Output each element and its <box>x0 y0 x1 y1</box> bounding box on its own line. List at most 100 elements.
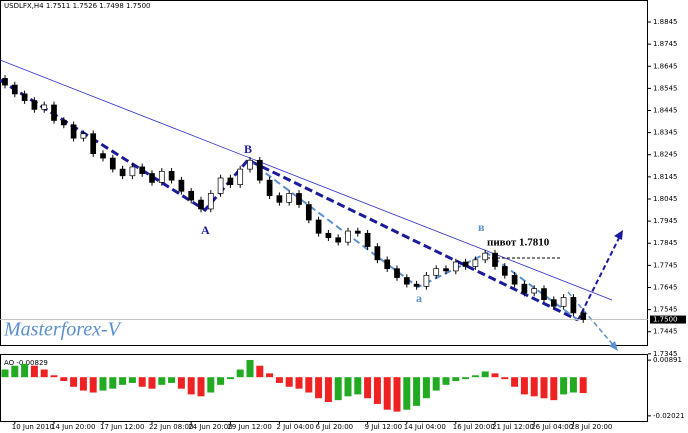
ao-bar <box>256 365 264 378</box>
ao-bar <box>305 377 313 393</box>
ao-bar <box>60 377 68 382</box>
candle-body <box>394 268 400 278</box>
x-tick-label: 9 Jul 12:00 <box>365 423 403 431</box>
ao-bar <box>364 377 372 399</box>
y-tick-label: 1.7645 <box>653 283 678 291</box>
ao-bar <box>383 377 391 410</box>
ao-bar <box>422 377 430 399</box>
ao-bar <box>236 369 244 378</box>
candle-body <box>423 274 430 287</box>
x-tick-label: 26 Jul 04:00 <box>531 423 573 431</box>
wave-label: B <box>244 142 252 156</box>
candle-body <box>60 120 67 126</box>
candle-body <box>129 166 136 177</box>
ao-bar <box>373 377 381 404</box>
x-tick-label: 14 Jul 04:00 <box>404 423 446 431</box>
ao-bar <box>30 365 38 378</box>
ao-bar <box>21 363 29 378</box>
x-tick-label: 17 Jun 12:00 <box>100 423 144 431</box>
candle-body <box>51 104 57 121</box>
y-tick-label: 1.7745 <box>653 261 678 269</box>
candle-body <box>256 159 263 181</box>
candle-body <box>541 288 547 300</box>
ao-y-tick-label: -0.02021 <box>653 412 684 420</box>
candle-body <box>452 261 459 272</box>
wave-label: в <box>478 220 485 234</box>
candle-body <box>80 133 87 139</box>
candle-body <box>413 283 420 287</box>
pivot-label: пивот 1.7810 <box>487 237 550 249</box>
candle-body <box>237 168 244 185</box>
price-label: 1.7500 <box>653 316 678 324</box>
y-tick-label: 1.7845 <box>653 239 678 247</box>
ao-bar <box>501 377 509 380</box>
x-tick-label: 14 Jun 20:00 <box>51 423 95 431</box>
candle-body <box>403 277 410 285</box>
y-tick-label: 1.7945 <box>653 217 678 225</box>
ao-bar <box>324 377 332 403</box>
x-tick-label: 16 Jul 20:00 <box>453 423 495 431</box>
candle-body <box>511 274 518 285</box>
candle-body <box>158 170 165 183</box>
ao-bar <box>207 377 215 393</box>
candle-body <box>315 219 322 234</box>
ao-bar <box>89 377 97 393</box>
y-tick-label: 1.8745 <box>653 40 678 48</box>
ao-bar <box>471 375 479 378</box>
x-tick-label: 10 Jun 2010 <box>12 423 54 431</box>
ao-bar <box>579 377 587 394</box>
ao-bar <box>354 377 362 395</box>
candle-body <box>31 100 38 110</box>
candle-body <box>168 170 175 181</box>
candle-body <box>247 159 253 170</box>
ao-bar <box>40 369 48 378</box>
candle-body <box>90 133 97 154</box>
x-tick-label: 21 Jul 12:00 <box>492 423 534 431</box>
ao-bar <box>128 377 136 383</box>
candle-body <box>325 232 332 239</box>
y-tick-label: 1.7445 <box>653 328 678 336</box>
y-tick-label: 1.8045 <box>653 195 678 203</box>
y-tick-label: 1.7545 <box>653 306 678 314</box>
ao-bar <box>334 377 342 401</box>
candle-body <box>384 259 391 270</box>
ao-bar <box>315 377 323 399</box>
y-tick-label: 1.8545 <box>653 84 678 92</box>
candle-body <box>70 124 77 139</box>
ao-panel <box>0 354 648 422</box>
y-tick-label: 1.8645 <box>653 62 678 70</box>
ao-bar <box>393 377 401 412</box>
candle-body <box>345 230 351 243</box>
candle-body <box>482 252 489 261</box>
y-tick-label: 1.8145 <box>653 173 678 181</box>
y-tick-label: 1.8845 <box>653 18 678 26</box>
candle-body <box>119 168 126 177</box>
candle-body <box>227 177 234 185</box>
candle-body <box>354 230 361 234</box>
candle-body <box>207 193 214 210</box>
candle-body <box>41 104 48 110</box>
ao-bar <box>569 377 577 393</box>
ao-bar <box>197 377 205 397</box>
candle-body <box>550 299 557 307</box>
ao-bar <box>99 377 107 391</box>
ao-bar <box>530 377 538 397</box>
ao-bar <box>11 365 19 378</box>
x-tick-label: 22 Jun 08:00 <box>149 423 193 431</box>
ao-title: AO -0.00829 <box>4 359 48 367</box>
candle-body <box>521 283 528 294</box>
candle-body <box>2 78 8 86</box>
candle-body <box>276 195 283 203</box>
candle-body <box>443 268 449 272</box>
ao-bar <box>246 359 254 378</box>
candle-body <box>178 179 185 192</box>
candle-body <box>11 84 18 95</box>
ao-bar <box>168 377 176 383</box>
ao-bar <box>511 377 519 387</box>
candle-body <box>21 93 28 101</box>
ao-bar <box>540 377 548 399</box>
ao-bar <box>275 377 283 383</box>
ao-bar <box>560 377 568 395</box>
x-tick-label: 6 Jul 20:00 <box>316 423 354 431</box>
ao-bar <box>148 377 156 389</box>
